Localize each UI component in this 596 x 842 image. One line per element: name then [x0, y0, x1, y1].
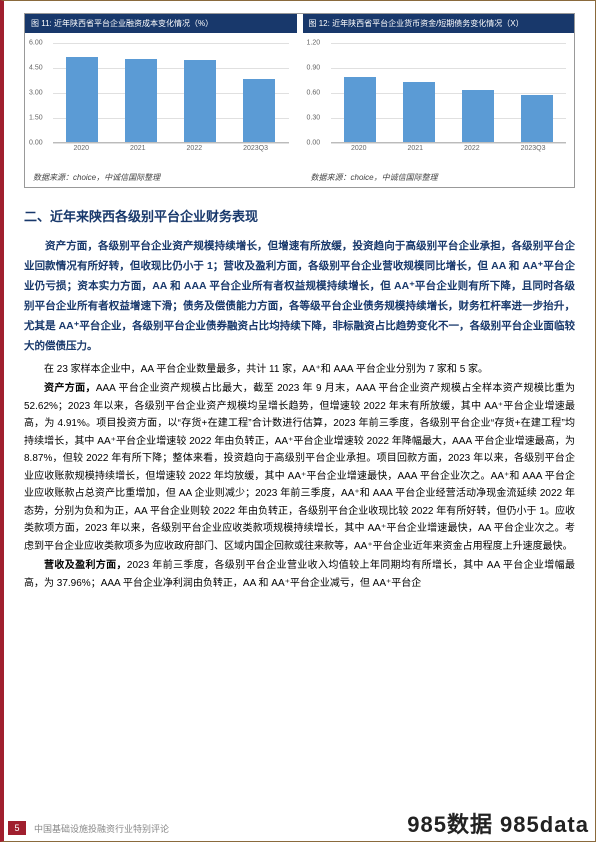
grid-line: [331, 143, 567, 144]
y-tick-label: 0.00: [29, 140, 43, 147]
charts-row: 图 11: 近年陕西省平台企业融资成本变化情况（%） 0.001.503.004…: [24, 13, 575, 188]
y-tick-label: 0.00: [307, 140, 321, 147]
x-tick-label: 2021: [408, 145, 424, 152]
chart-left: 图 11: 近年陕西省平台企业融资成本变化情况（%） 0.001.503.004…: [25, 14, 297, 187]
bar: [462, 90, 494, 143]
summary-paragraph: 资产方面，各级别平台企业资产规模持续增长，但增速有所放缓，投资趋向于高级别平台企…: [24, 237, 575, 357]
chart-left-xlabels: 2020 2021 2022 2023Q3: [53, 145, 289, 152]
bar: [344, 77, 376, 142]
chart-left-plot: 0.001.503.004.506.00: [53, 43, 289, 143]
x-tick-label: 2020: [351, 145, 367, 152]
page-container: 图 11: 近年陕西省平台企业融资成本变化情况（%） 0.001.503.004…: [4, 1, 595, 592]
chart-right-area: 0.000.300.600.901.20 2020202120222023Q3: [303, 33, 575, 168]
chart-right-plot: 0.000.300.600.901.20: [331, 43, 567, 143]
bar: [184, 60, 216, 142]
y-tick-label: 1.50: [29, 115, 43, 122]
body-p1: 在 23 家样本企业中，AA 平台企业数量最多，共计 11 家，AA⁺和 AAA…: [24, 361, 575, 379]
body-p2-lead: 资产方面，: [44, 383, 96, 394]
page-number: 5: [8, 821, 26, 835]
bar: [66, 57, 98, 142]
body-p3: 营收及盈利方面，2023 年前三季度，各级别平台企业营业收入均值较上年同期均有所…: [24, 557, 575, 592]
footer-text: 中国基础设施投融资行业特别评论: [34, 822, 169, 835]
chart-left-title: 图 11: 近年陕西省平台企业融资成本变化情况（%）: [25, 14, 297, 33]
body-text: 在 23 家样本企业中，AA 平台企业数量最多，共计 11 家，AA⁺和 AAA…: [24, 361, 575, 593]
x-tick-label: 2023Q3: [521, 145, 546, 152]
y-tick-label: 0.90: [307, 65, 321, 72]
section-title: 二、近年来陕西各级别平台企业财务表现: [24, 206, 575, 225]
chart-right-title: 图 12: 近年陕西省平台企业货币资金/短期债务变化情况（X）: [303, 14, 575, 33]
body-p2: 资产方面，AAA 平台企业资产规模占比最大，截至 2023 年 9 月末，AAA…: [24, 380, 575, 555]
x-tick-label: 2022: [464, 145, 480, 152]
bars-group: [331, 43, 567, 143]
x-tick-label: 2021: [130, 145, 146, 152]
grid-line: [53, 143, 289, 144]
chart-right: 图 12: 近年陕西省平台企业货币资金/短期债务变化情况（X） 0.000.30…: [303, 14, 575, 187]
chart-left-source: 数据来源：choice，中诚信国际整理: [25, 168, 297, 187]
y-tick-label: 0.60: [307, 90, 321, 97]
body-p3-lead: 营收及盈利方面，: [44, 560, 127, 571]
chart-left-area: 0.001.503.004.506.00 2020202120222023Q3: [25, 33, 297, 168]
x-tick-label: 2020: [73, 145, 89, 152]
bar: [403, 82, 435, 142]
watermark: 985数据 985data: [407, 807, 589, 839]
chart-right-source: 数据来源：choice，中诚信国际整理: [303, 168, 575, 187]
y-tick-label: 1.20: [307, 40, 321, 47]
bar: [521, 95, 553, 142]
y-tick-label: 4.50: [29, 65, 43, 72]
y-tick-label: 0.30: [307, 115, 321, 122]
bar: [125, 59, 157, 142]
body-p2-text: AAA 平台企业资产规模占比最大，截至 2023 年 9 月末，AAA 平台企业…: [24, 383, 575, 552]
x-tick-label: 2023Q3: [243, 145, 268, 152]
bar: [243, 79, 275, 142]
y-tick-label: 6.00: [29, 40, 43, 47]
y-tick-label: 3.00: [29, 90, 43, 97]
chart-right-xlabels: 2020 2021 2022 2023Q3: [331, 145, 567, 152]
x-tick-label: 2022: [187, 145, 203, 152]
bars-group: [53, 43, 289, 143]
